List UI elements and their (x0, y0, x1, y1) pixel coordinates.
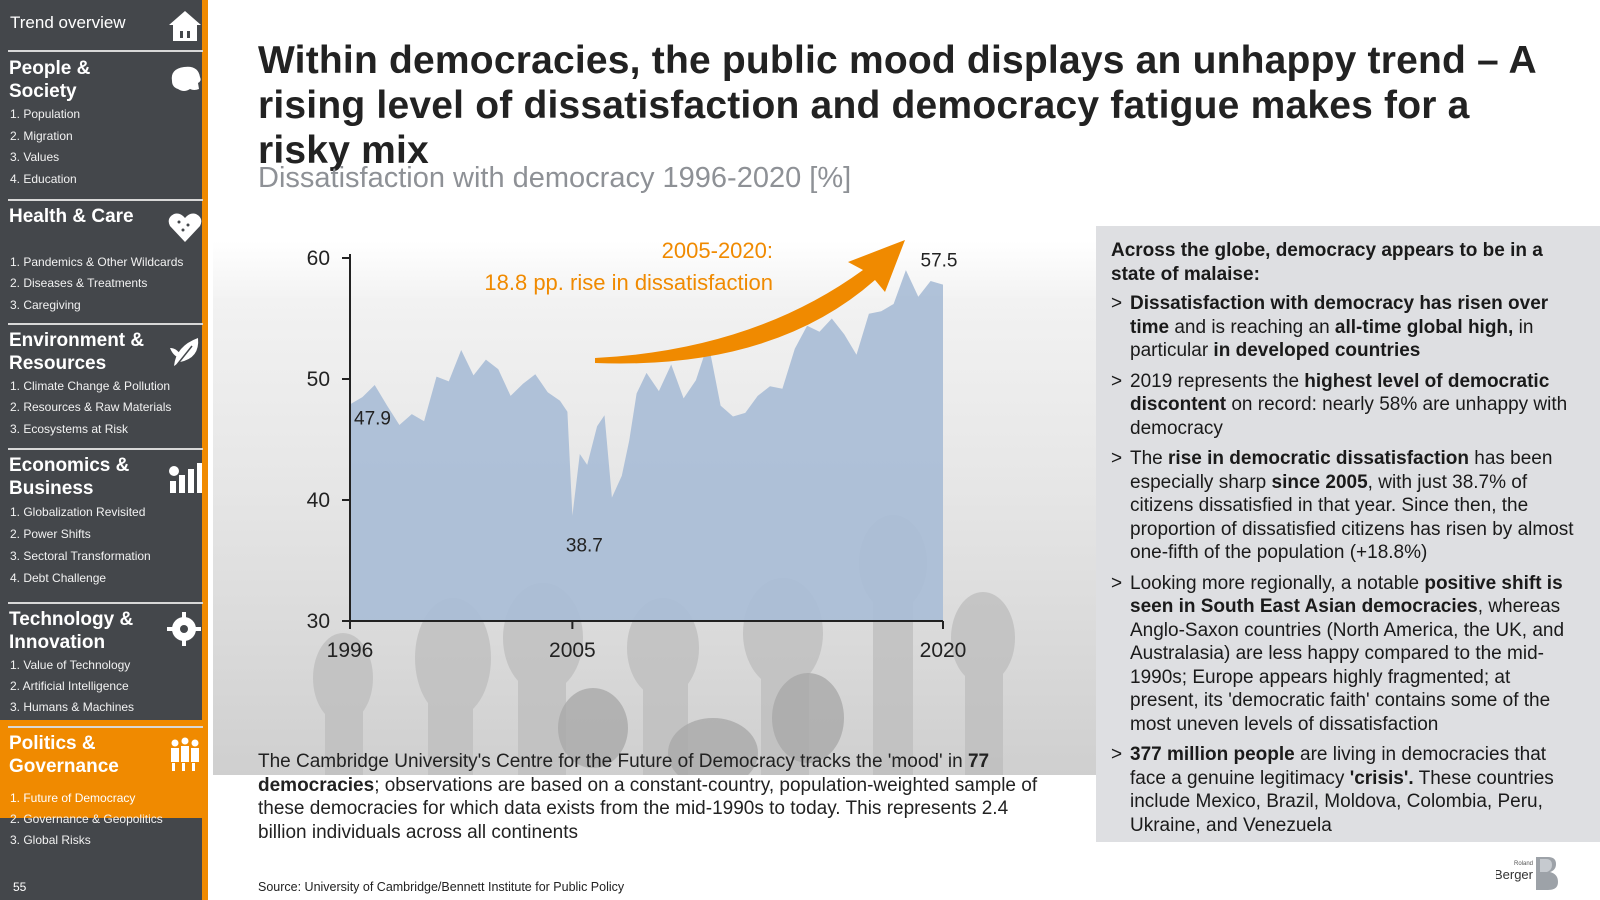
sidebar-item[interactable]: 1. Future of Democracy (0, 791, 202, 805)
sidebar-item[interactable]: 2. Artificial Intelligence (10, 679, 129, 693)
panel-intro: Across the globe, democracy appears to b… (1111, 240, 1543, 285)
sidebar: Trend overview People & Society Health & … (0, 0, 208, 900)
sidebar-item[interactable]: 3. Ecosystems at Risk (10, 421, 129, 436)
panel-bullet: > Looking more regionally, a notable posi… (1111, 572, 1565, 735)
sidebar-divider (8, 199, 203, 201)
sidebar-item[interactable]: 2. Governance & Geopolitics (10, 812, 163, 826)
sidebar-section-title[interactable]: Politics & Governance (9, 733, 119, 777)
data-label: 57.5 (921, 251, 958, 272)
sidebar-item[interactable]: 4. Education (10, 171, 77, 186)
roland-berger-logo: Roland Berger (1494, 855, 1566, 891)
y-tick-label: 60 (307, 247, 330, 270)
page-title: Within democracies, the public mood disp… (258, 39, 1536, 172)
sidebar-divider (8, 323, 203, 325)
panel-bullet: > Dissatisfaction with democracy has rise… (1111, 293, 1549, 361)
sidebar-item[interactable]: 1. Population (10, 107, 81, 121)
logo-small-text: Roland (1514, 861, 1533, 867)
bullet-marker: > (1111, 448, 1123, 469)
sidebar-section-title[interactable]: Health & Care (9, 206, 134, 227)
sidebar-section-5[interactable]: Technology & Innovation (0, 606, 202, 726)
sidebar-item[interactable]: 3. Global Risks (10, 833, 91, 847)
page-number: 55 (13, 880, 27, 894)
sidebar-item[interactable]: 4. Debt Challenge (10, 571, 107, 585)
y-tick-label: 40 (307, 489, 330, 512)
bullet-marker: > (1111, 572, 1123, 594)
chart-subtitle: Dissatisfaction with democracy 1996-2020… (258, 162, 852, 194)
rise-arrow (595, 240, 905, 364)
y-tick-label: 50 (307, 368, 330, 391)
head-profile-icon[interactable] (166, 61, 204, 99)
sidebar-divider (8, 50, 203, 52)
data-label: 47.9 (354, 408, 391, 429)
sidebar-item[interactable]: 2. Diseases & Treatments (10, 276, 148, 291)
dissatisfaction-chart: 30 40 50 60 1996 2005 2020 47.9 38.7 57.5 2005-202… (213, 230, 1097, 690)
annotation-line1: 2005-2020: (662, 238, 773, 263)
sidebar-section-title[interactable]: Economics & Business (9, 455, 130, 499)
data-label: 38.7 (566, 536, 603, 557)
source-note: Source: University of Cambridge/Bennett … (258, 880, 625, 894)
sidebar-section-title[interactable]: Technology & Innovation (9, 609, 134, 653)
panel-bullet: > The rise in democratic dissatisfaction … (1111, 448, 1574, 563)
sidebar-item[interactable]: 1. Value of Technology (10, 658, 131, 672)
x-tick-label: 2005 (549, 639, 596, 662)
y-tick-label: 30 (307, 610, 330, 633)
sidebar-item[interactable]: 2. Power Shifts (10, 527, 91, 541)
leaf-icon[interactable] (166, 332, 204, 370)
panel-bullet: >377 million people are living in democr… (1111, 744, 1554, 836)
sidebar-section-1[interactable]: People & Society (0, 55, 202, 200)
sidebar-item[interactable]: 1. Climate Change & Pollution (10, 379, 171, 393)
sidebar-item[interactable]: 2. Migration (10, 128, 73, 143)
annotation-line2: 18.8 pp. rise in dissatisfaction (484, 270, 773, 295)
home-icon[interactable] (167, 9, 203, 43)
sidebar-item[interactable]: 3. Caregiving (10, 297, 81, 312)
x-tick-label: 2020 (920, 639, 967, 662)
chart-description: The Cambridge University's Centre for th… (258, 751, 1038, 843)
x-tick-label: 1996 (327, 639, 374, 662)
panel-bullet: >2019 represents the highest level of de… (1111, 370, 1568, 439)
logo-big-text: Berger (1496, 867, 1534, 882)
sidebar-divider (8, 726, 203, 728)
sidebar-section-4[interactable]: Economics & Business (0, 452, 202, 597)
heart-icon[interactable] (166, 208, 204, 246)
sidebar-section-3[interactable]: Environment & Resources (0, 327, 202, 447)
bullet-marker: > (1111, 744, 1123, 765)
sidebar-item[interactable]: 2. Resources & Raw Materials (10, 400, 172, 415)
sidebar-section-title[interactable]: People & Society (9, 58, 91, 102)
background-photo-fade (213, 241, 1097, 298)
sidebar-item[interactable]: 3. Values (10, 150, 60, 164)
bullet-marker: > (1111, 370, 1123, 392)
growth-chart-icon[interactable] (166, 457, 204, 495)
sidebar-item[interactable]: 1. Globalization Revisited (10, 505, 146, 519)
bullet-marker: > (1111, 293, 1123, 314)
sidebar-item[interactable]: 3. Sectoral Transformation (10, 549, 151, 563)
sidebar-section-2[interactable]: Health & Care (0, 203, 202, 323)
area-series (350, 270, 943, 621)
people-group-icon[interactable] (166, 735, 204, 773)
gear-head-icon[interactable] (166, 611, 204, 649)
sidebar-item[interactable]: 1. Pandemics & Other Wildcards (10, 255, 184, 269)
sidebar-divider (8, 448, 203, 450)
sidebar-item[interactable]: 3. Humans & Machines (10, 700, 135, 714)
sidebar-section-title[interactable]: Environment & Resources (9, 330, 145, 374)
sidebar-divider (8, 602, 203, 604)
key-findings-panel: Across the globe, democracy appears to b… (1096, 226, 1600, 842)
trend-overview-link[interactable]: Trend overview (10, 13, 126, 32)
